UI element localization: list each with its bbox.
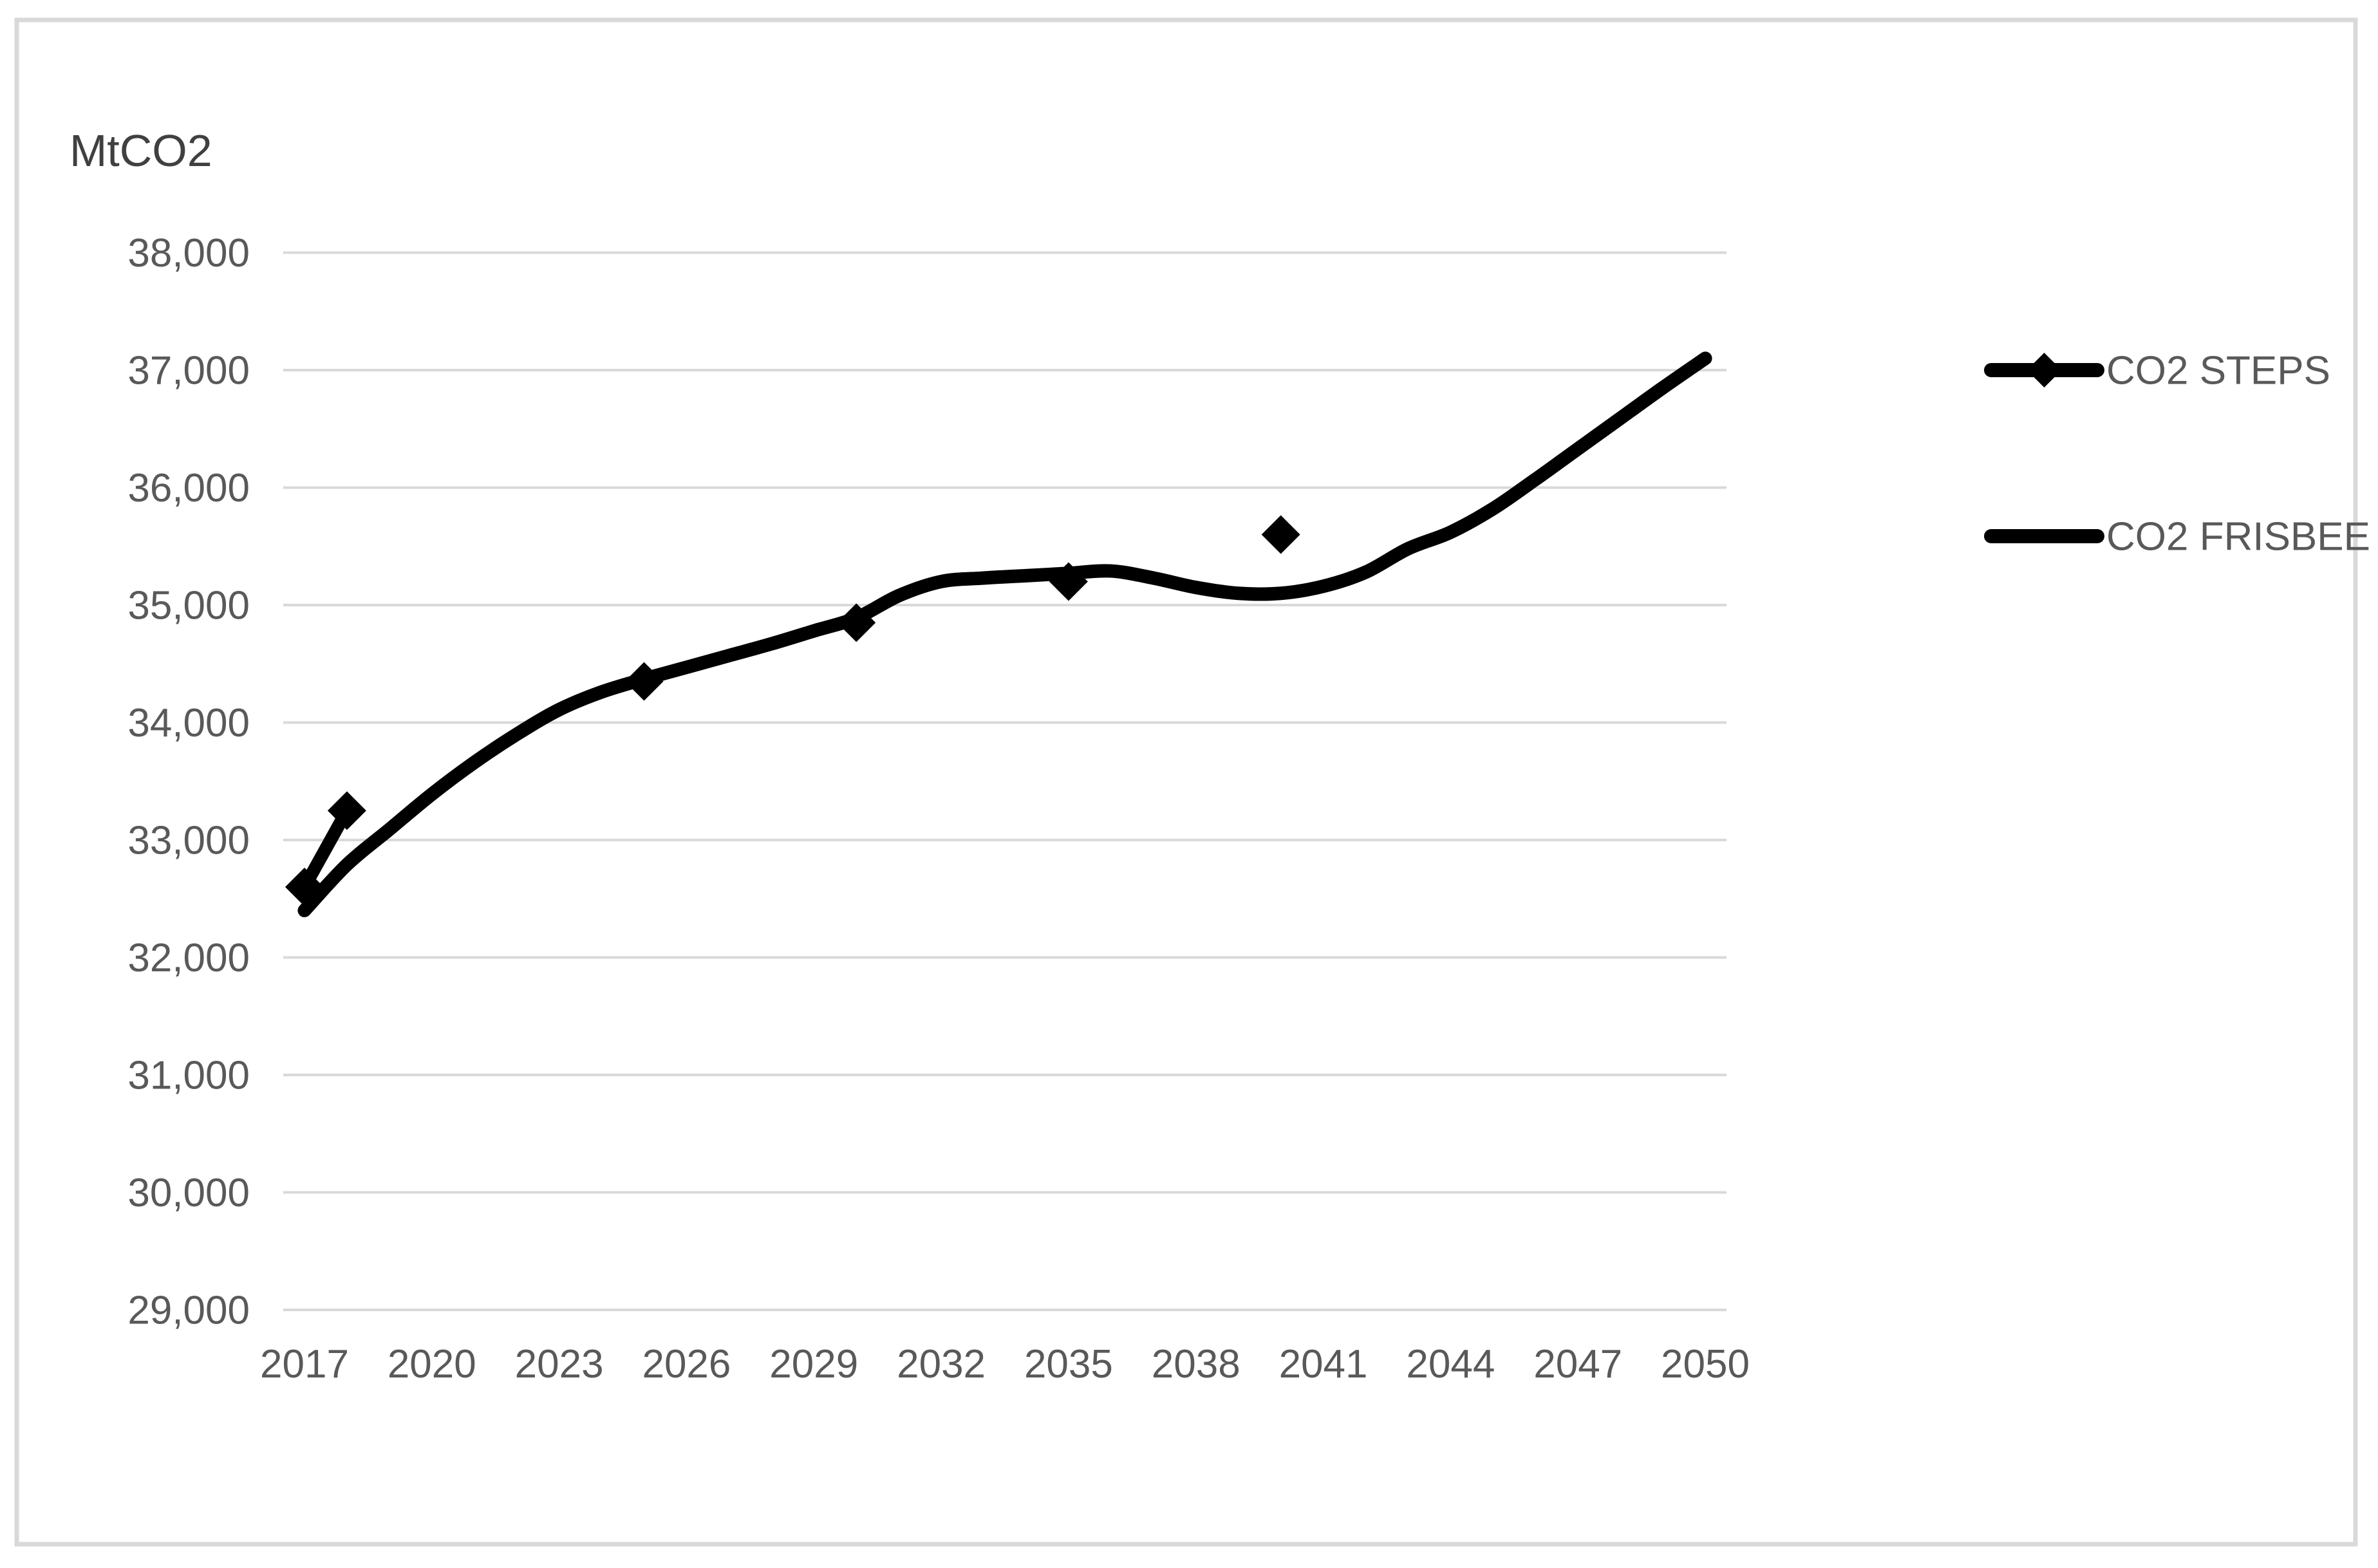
- x-tick-label: 2023: [515, 1342, 604, 1386]
- y-tick-label: 29,000: [127, 1289, 250, 1333]
- y-tick-label: 33,000: [127, 819, 250, 863]
- y-tick-label: 31,000: [127, 1054, 250, 1098]
- x-tick-label: 2029: [769, 1342, 858, 1386]
- y-tick-label: 37,000: [127, 349, 250, 393]
- series-co2-frisbee-line: [297, 351, 1712, 917]
- x-tick-label: 2041: [1279, 1342, 1368, 1386]
- legend: CO2 STEPS CO2 FRISBEE: [1984, 349, 2370, 559]
- y-tick-label: 32,000: [127, 936, 250, 980]
- series-co2-steps-segment: [297, 804, 353, 893]
- x-tick-label: 2032: [897, 1342, 986, 1386]
- series-co2-steps-marker: [327, 791, 366, 830]
- x-axis-labels: 2017 2020 2023 2026 2029 2032 2035 2038 2041 2044…: [260, 1342, 1750, 1386]
- y-tick-label: 36,000: [127, 466, 250, 510]
- legend-label: CO2 FRISBEE: [2106, 515, 2370, 559]
- series-co2-steps-marker: [1261, 515, 1300, 554]
- y-tick-label: 35,000: [127, 584, 250, 628]
- axis-unit-label: MtCO2: [70, 126, 212, 176]
- x-tick-label: 2020: [388, 1342, 476, 1386]
- legend-item-co2-steps: CO2 STEPS: [1984, 349, 2330, 393]
- x-tick-label: 2038: [1152, 1342, 1240, 1386]
- y-tick-label: 34,000: [127, 701, 250, 745]
- chart-border: [14, 17, 2358, 1547]
- series-layer: [285, 351, 1712, 917]
- x-tick-label: 2026: [642, 1342, 731, 1386]
- x-tick-label: 2047: [1533, 1342, 1622, 1386]
- x-tick-label: 2035: [1024, 1342, 1113, 1386]
- x-tick-label: 2017: [260, 1342, 349, 1386]
- y-tick-label: 38,000: [127, 231, 250, 275]
- x-tick-label: 2050: [1661, 1342, 1750, 1386]
- legend-item-co2-frisbee: CO2 FRISBEE: [1984, 515, 2370, 559]
- x-tick-label: 2044: [1406, 1342, 1495, 1386]
- y-axis-labels: 29,000 30,000 31,000 32,000 33,000 34,000 35,0…: [127, 231, 250, 1333]
- legend-label: CO2 STEPS: [2106, 349, 2330, 393]
- legend-diamond-marker: [2027, 353, 2062, 387]
- y-tick-label: 30,000: [127, 1171, 250, 1215]
